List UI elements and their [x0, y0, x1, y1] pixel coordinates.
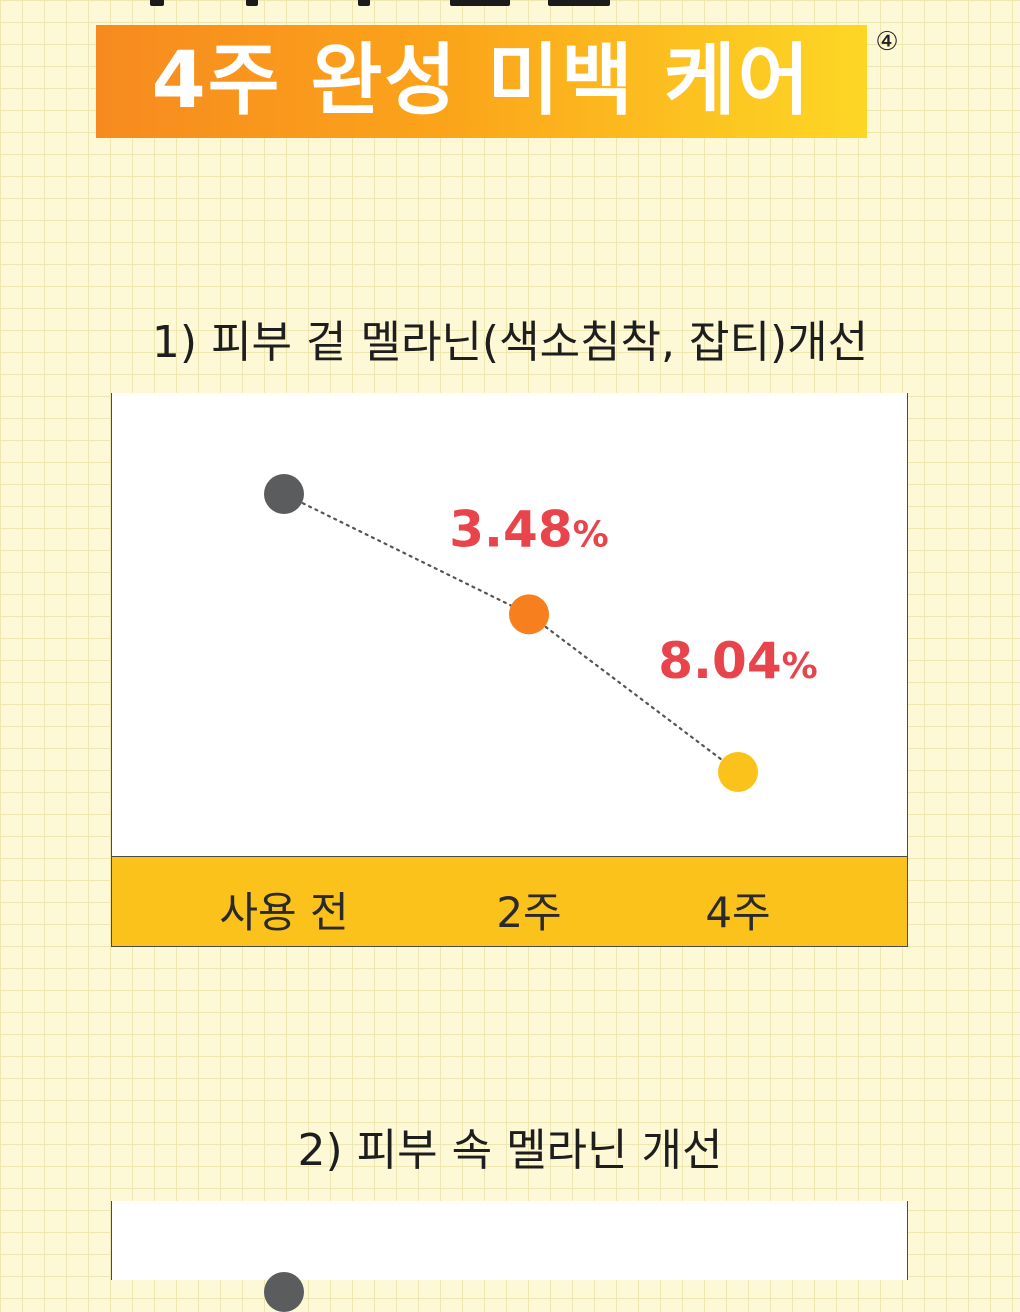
annotation-week-4-unit: %: [782, 646, 818, 687]
data-point-week-2: [509, 594, 549, 635]
section-title-2: 2) 피부 속 멜라닌 개선: [297, 1125, 723, 1176]
data-point-before: [264, 1272, 304, 1312]
section-title-1: 1) 피부 겉 멜라닌(색소침착, 잡티)개선: [151, 317, 869, 368]
annotation-week-4-value: 8.04: [658, 632, 781, 690]
inner-melanin-chart-card: [111, 1201, 908, 1312]
annotation-week-4: 8.04%: [658, 632, 817, 690]
category-label-week-4: 4주: [705, 888, 771, 937]
data-point-week-4: [718, 752, 758, 792]
category-label-week-2: 2주: [496, 888, 562, 937]
footnote-mark: ④: [875, 27, 899, 57]
annotation-week-2-unit: %: [573, 514, 609, 555]
annotation-week-2: 3.48%: [449, 500, 608, 558]
melanin-line-chart: 3.48% 8.04%: [264, 474, 818, 792]
top-decoration: [150, 0, 610, 6]
title-banner: 4주 완성 미백 케어: [96, 25, 867, 138]
chart-segment-2: [527, 613, 740, 774]
category-axis-band: 사용 전 2주 4주: [112, 856, 907, 946]
page-title: 4주 완성 미백 케어: [151, 36, 812, 126]
annotation-week-2-value: 3.48: [449, 500, 572, 558]
melanin-chart-card: 3.48% 8.04% 사용 전 2주 4주: [111, 393, 908, 947]
category-label-before: 사용 전: [219, 888, 349, 937]
data-point-before: [264, 474, 304, 514]
